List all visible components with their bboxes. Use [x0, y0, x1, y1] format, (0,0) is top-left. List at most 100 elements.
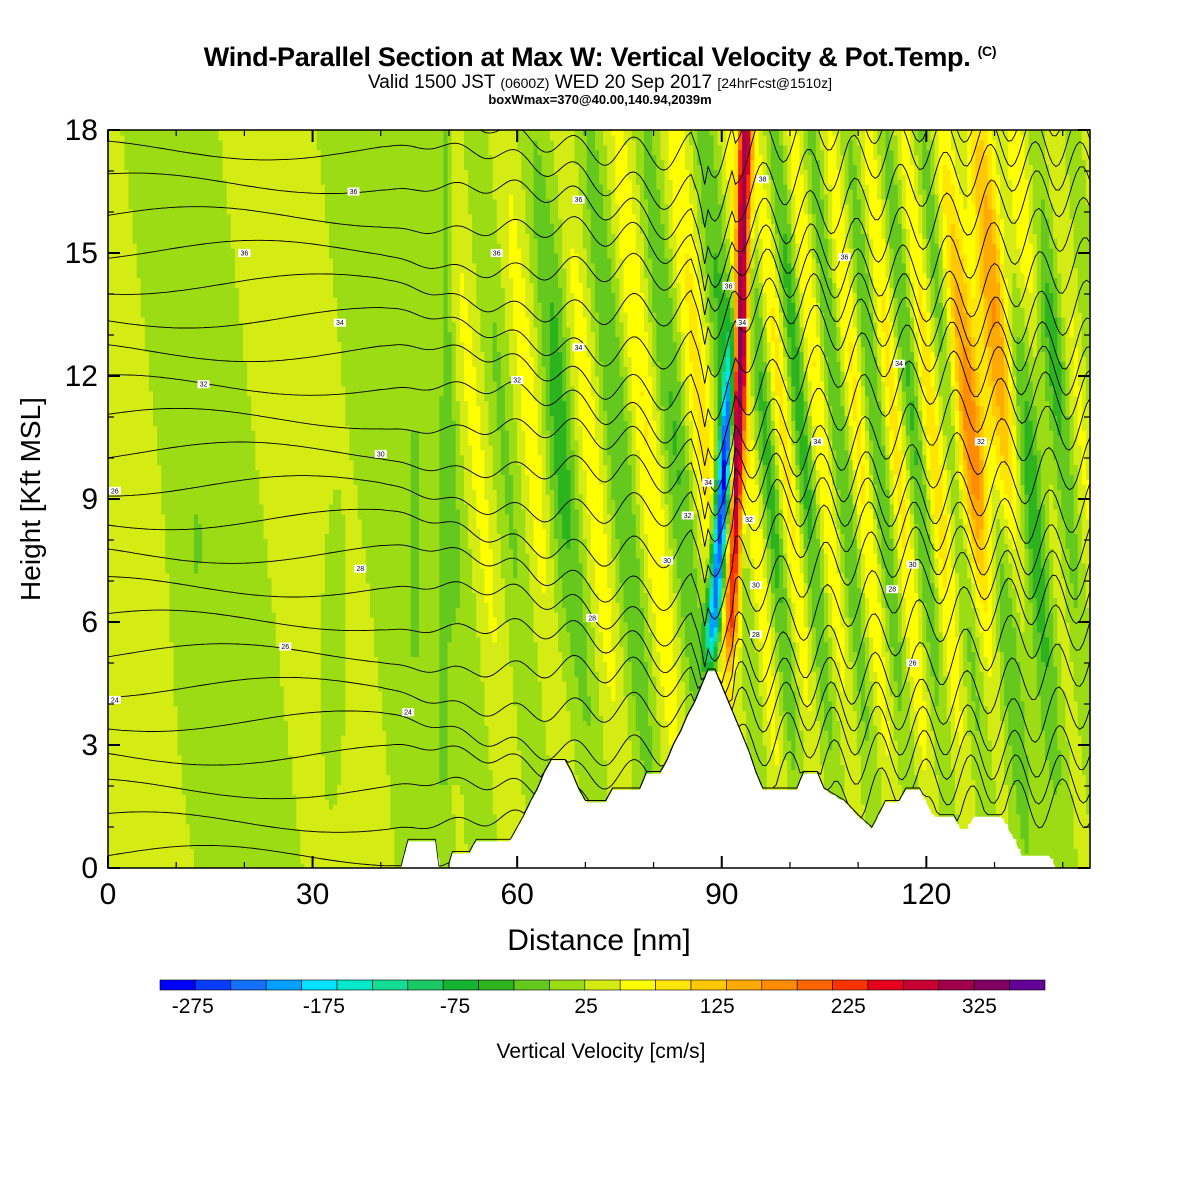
colorbar-bin — [796, 979, 833, 991]
isentrope-line — [108, 130, 1090, 264]
valid-date: WED 20 Sep 2017 — [554, 72, 713, 93]
contour-label: 36 — [575, 197, 583, 204]
isentrope-line — [108, 166, 1090, 316]
contour-label: 26 — [909, 661, 917, 668]
colorbar-bin — [513, 979, 550, 991]
contour-label-bg — [811, 437, 824, 446]
contour-label-bg — [886, 585, 899, 594]
contour-label-bg — [333, 318, 346, 327]
isentrope-line — [108, 643, 1090, 767]
isentrope-line — [108, 317, 1090, 466]
colorbar-bin — [301, 979, 338, 991]
y-tick-label: 0 — [81, 852, 98, 885]
contour-label-bg — [974, 437, 987, 446]
contour-label-bg — [572, 195, 585, 204]
colorbar-bin — [442, 979, 479, 991]
y-tick-label: 15 — [65, 237, 98, 270]
x-axis-label: Distance [nm] — [507, 924, 690, 957]
contour-label-bg — [756, 175, 769, 184]
colorbar-tick-label: -175 — [303, 995, 345, 1018]
copyright-mark: (C) — [977, 43, 997, 59]
y-axis-label: Height [Kft MSL] — [15, 397, 46, 601]
valid-zulu: (0600Z) — [500, 75, 550, 91]
isentrope-line — [108, 398, 1090, 547]
terrain-fill — [108, 671, 1090, 868]
contour-label: 36 — [350, 189, 358, 196]
y-tick-label: 12 — [65, 360, 98, 393]
contour-label-bg — [402, 708, 415, 717]
colorbar-bin — [938, 979, 975, 991]
contour-label-bg — [586, 613, 599, 622]
colorbar-tick-label: 25 — [574, 995, 597, 1018]
isentrope-line — [108, 524, 1090, 668]
contour-label: 36 — [725, 283, 733, 290]
contour-label-bg — [108, 486, 121, 495]
colorbar-bin — [726, 979, 763, 991]
colorbar-tick-label: -275 — [172, 995, 214, 1018]
contour-label-bg — [749, 581, 762, 590]
contour-label: 28 — [588, 615, 596, 622]
contour-label: 34 — [336, 320, 344, 327]
contour-label-bg — [572, 343, 585, 352]
contour-label: 30 — [752, 583, 760, 590]
isentrope-line — [108, 604, 1090, 728]
contour-label-bg — [490, 249, 503, 257]
forecast-info: [24hrFcst@1510z] — [717, 75, 832, 91]
contour-label: 32 — [977, 439, 985, 446]
colorbar-bin — [973, 979, 1010, 991]
contour-label-bg — [906, 560, 919, 569]
contour-label-bg — [749, 630, 762, 639]
y-axis: 0 36 9 12 15 18 — [65, 114, 1090, 885]
contour-label: 34 — [895, 361, 903, 368]
contour-label-bg — [906, 659, 919, 667]
x-tick-label: 90 — [705, 878, 738, 911]
contour-label: 38 — [759, 177, 767, 184]
colorbar-bin — [584, 979, 621, 991]
isentrope-line — [108, 345, 1090, 496]
contour-label-bg — [108, 695, 121, 704]
contour-label: 30 — [663, 558, 671, 565]
isentrope-line — [108, 369, 1090, 520]
colorbar-bin — [195, 979, 232, 991]
x-tick-label: 60 — [500, 878, 533, 911]
contour-label-bg — [279, 642, 292, 651]
colorbar-bin — [336, 979, 373, 991]
colorbar-bin — [832, 979, 869, 991]
contour-label-bg — [702, 478, 715, 487]
isentrope-line — [108, 140, 1090, 292]
colorbar-tick-label: 325 — [962, 995, 997, 1018]
contour-label-bg — [374, 449, 387, 458]
colorbar-bin — [265, 979, 302, 991]
chart-title: Wind-Parallel Section at Max W: Vertical… — [203, 42, 997, 72]
contour-label-bg — [893, 359, 906, 368]
isentrope-line — [108, 668, 1090, 790]
colorbar-bin — [761, 979, 798, 991]
colorbar-bin — [619, 979, 656, 991]
colorbar-bin — [407, 979, 444, 991]
contour-label: 26 — [111, 488, 119, 495]
contour-label: 34 — [813, 439, 821, 446]
y-tick-label: 3 — [81, 729, 98, 762]
colorbar-bin — [690, 979, 727, 991]
contour-label: 28 — [888, 587, 896, 594]
contour-label: 30 — [377, 451, 385, 458]
colorbar-bin — [549, 979, 586, 991]
y-tick-label: 18 — [65, 114, 98, 147]
contour-label-bg — [743, 515, 756, 524]
colorbar-bin — [230, 979, 267, 991]
isentrope-line — [108, 196, 1090, 345]
colorbar-bin — [1009, 979, 1046, 991]
colorbar: -275 -175 -75 25 125 225 325 — [159, 979, 1046, 1018]
contour-label-bg — [681, 511, 694, 520]
isentrope-line — [479, 130, 743, 185]
colorbar-tick-label: 125 — [700, 995, 735, 1018]
contour-label: 34 — [704, 480, 712, 487]
isentrope-line — [108, 574, 1090, 698]
potential-temperature-contours — [108, 130, 1090, 867]
x-axis: 0 30 60 90 120 — [100, 130, 1064, 911]
colorbar-label: Vertical Velocity [cm/s] — [497, 1040, 706, 1063]
colorbar-tick-label: -75 — [440, 995, 470, 1018]
y-tick-label: 9 — [81, 483, 98, 516]
isentrope-line — [108, 482, 1090, 627]
